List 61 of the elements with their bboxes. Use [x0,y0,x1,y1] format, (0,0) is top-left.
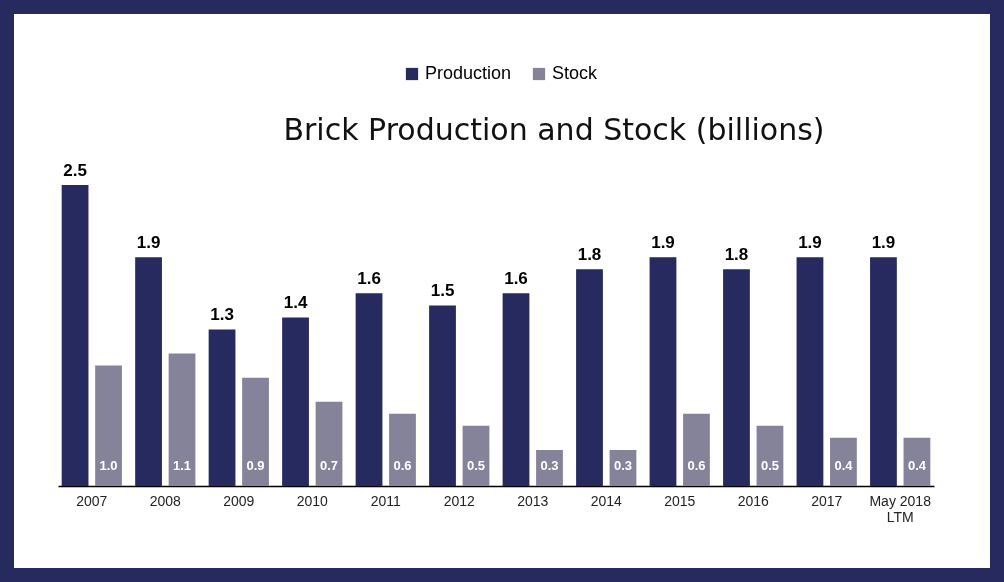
data-label: 1.9 [136,233,161,253]
data-label: 0.7 [319,458,339,473]
data-label: 0.3 [540,458,559,473]
x-tick-label: 2012 [443,492,476,509]
data-label: 1.9 [651,233,675,253]
x-tick-label: 2010 [296,492,329,509]
data-label: 1.8 [577,245,602,265]
bar [683,413,710,486]
legend-label: Stock [552,63,599,83]
x-tick-label: 2013 [517,492,549,509]
data-label: 2.5 [63,161,87,180]
bar [389,413,416,486]
data-label: 1.9 [871,233,896,253]
data-label: 1.1 [173,458,192,473]
bar [95,365,122,486]
bar [830,437,857,486]
x-tick-label: 2016 [737,492,769,509]
data-label: 0.4 [907,458,927,473]
bar [208,329,236,486]
bar [796,257,824,486]
data-label: 0.3 [613,458,633,473]
data-label: 1.5 [430,281,455,301]
x-tick-label: 2014 [590,492,623,509]
data-label: 1.8 [724,245,749,265]
bar [61,185,89,486]
bar [135,257,162,486]
data-label: 0.9 [246,458,265,473]
bar [462,425,490,486]
x-tick-label: 2017 [811,492,843,509]
data-label: 0.6 [393,458,412,473]
data-label: 0.6 [687,458,706,473]
data-label: 0.5 [466,458,486,473]
data-label: 1.4 [283,293,308,313]
bar [429,305,456,486]
bar [168,353,196,486]
data-label: 1.6 [357,269,381,289]
x-tick-label: May 2018 LTM [869,492,932,525]
bar [242,377,269,486]
bar [649,257,677,486]
data-label: 0.4 [834,458,854,473]
bar [756,425,784,486]
data-label: 0.5 [760,458,779,473]
legend-label: Production [425,63,512,83]
bar [355,293,383,486]
bar [576,269,603,486]
x-tick-label: 2009 [223,492,255,509]
bar [870,257,897,486]
bar [502,293,530,486]
data-label: 1.3 [210,305,234,325]
chart-title: Brick Production and Stock (billions) [283,112,825,147]
x-tick-label: 2007 [76,492,108,509]
data-label: 1.9 [798,233,822,253]
x-tick-label: 2015 [664,492,696,509]
data-label: 1.0 [99,458,118,473]
bar [282,317,309,486]
bar [723,269,750,486]
data-label: 1.6 [504,269,528,289]
x-tick-label: 2011 [370,492,402,509]
x-tick-label: 2008 [149,492,182,509]
bar [315,401,343,486]
bar [536,449,563,486]
